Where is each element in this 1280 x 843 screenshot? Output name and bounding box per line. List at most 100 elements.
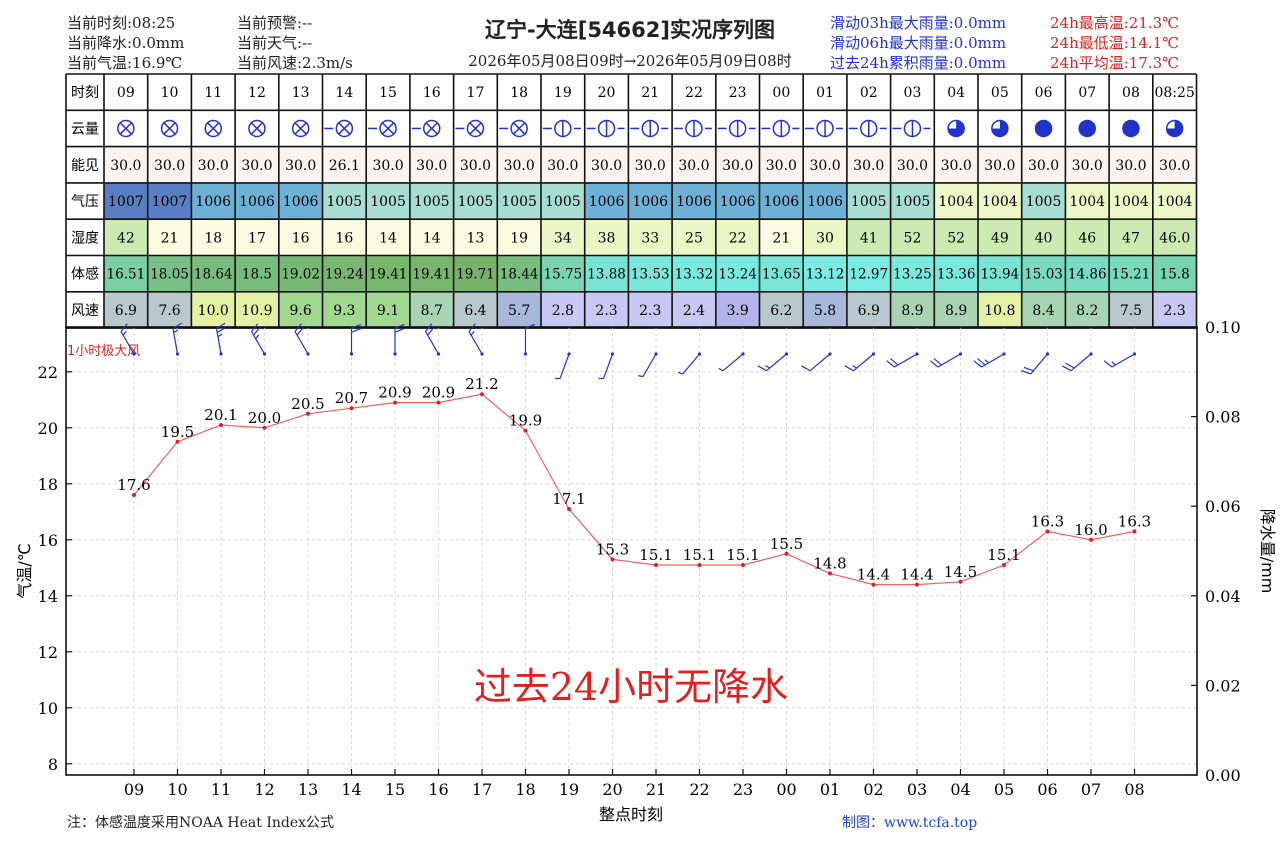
- humidity-value: 47: [1122, 230, 1140, 246]
- x-tick-label: 04: [950, 780, 970, 799]
- humidity-value: 40: [1035, 230, 1053, 246]
- visibility-cell: [497, 146, 541, 183]
- temperature-point: [219, 423, 223, 427]
- hour-cell: [978, 74, 1022, 111]
- humidity-cell: [147, 219, 192, 256]
- x-axis-label: 整点时刻: [599, 805, 663, 824]
- x-tick-label: 11: [211, 780, 231, 799]
- cloud-cross: [119, 122, 132, 135]
- temperature-point: [654, 563, 658, 567]
- cloud-cover-icon: [805, 119, 844, 138]
- cloud-cover-icon: [1122, 119, 1140, 138]
- visibility-value: 30.0: [635, 158, 666, 174]
- barb-feather: [216, 326, 227, 334]
- feels-like-cell: [978, 255, 1022, 292]
- cloud-circle: [423, 119, 441, 138]
- pressure-cell: [147, 182, 192, 220]
- wind-speed-cell: [1065, 291, 1110, 329]
- barb-feather: [718, 367, 724, 372]
- cloud-circle: [335, 119, 354, 138]
- hour-cell: [803, 74, 847, 111]
- feels-like-value: 13.32: [675, 267, 714, 283]
- barb-feather: [351, 328, 362, 333]
- wind-speed-cell: [235, 291, 279, 329]
- temperature-label: 17.6: [117, 476, 150, 494]
- pressure-value: 1005: [851, 194, 887, 210]
- temperature-label: 21.2: [465, 375, 498, 393]
- humidity-value: 14: [423, 230, 441, 246]
- temperature-point: [306, 411, 310, 416]
- barb-feather: [296, 326, 304, 336]
- barb-staff: [981, 353, 1005, 368]
- humidity-value: 49: [991, 230, 1009, 246]
- row-label-1: 云量: [71, 121, 99, 137]
- humidity-cell: [1021, 219, 1066, 256]
- pressure-value: 1006: [195, 194, 231, 210]
- barb-feather: [294, 323, 302, 332]
- pressure-cell: [366, 182, 410, 220]
- y2-tick-label: 0.02: [1205, 676, 1241, 695]
- barb-feather: [984, 359, 990, 364]
- feels-like-value: 13.25: [893, 267, 932, 283]
- x-tick-label: 16: [428, 780, 448, 799]
- visibility-value: 30.0: [547, 158, 578, 174]
- visibility-value: 30.0: [241, 158, 272, 174]
- pressure-cell: [191, 182, 236, 220]
- barb-feather: [757, 365, 767, 372]
- cloud-circle: [1078, 119, 1096, 138]
- feels-like-value: 15.21: [1112, 267, 1151, 283]
- wind-speed-value: 6.9: [858, 303, 880, 319]
- cloud-cover-icon: [892, 119, 931, 138]
- barb-feather: [852, 365, 858, 369]
- wind-speed-cell: [934, 291, 978, 329]
- row-label-cell: [66, 291, 104, 329]
- pressure-value: 1007: [152, 194, 188, 210]
- wind-barb: [424, 323, 441, 356]
- temperature-point: [480, 392, 484, 397]
- visibility-value: 30.0: [809, 158, 840, 174]
- cloud-cover-icon: [455, 119, 485, 138]
- feels-like-value: 12.97: [849, 267, 888, 283]
- hour-label: 03: [904, 85, 922, 101]
- chart-title: 辽宁-大连[54662]实况序列图: [485, 18, 775, 42]
- visibility-cell: [1021, 146, 1066, 183]
- feels-like-cell: [541, 255, 585, 292]
- barb-staff: [853, 353, 874, 372]
- feels-like-value: 19.24: [325, 267, 364, 283]
- feels-like-value: 15.03: [1024, 267, 1063, 283]
- temperature-label: 14.4: [900, 566, 933, 584]
- visibility-value: 30.0: [1159, 158, 1190, 174]
- footnote: 注：体感温度采用NOAA Heat Index公式: [67, 815, 335, 831]
- hour-cell: [366, 74, 410, 111]
- humidity-value: 38: [598, 230, 616, 246]
- visibility-cell: [235, 146, 279, 183]
- humidity-cell: [453, 219, 498, 256]
- hour-label: 07: [1078, 85, 1096, 101]
- wind-speed-cell: [672, 291, 716, 329]
- barb-feather: [525, 323, 536, 329]
- humidity-cell: [104, 219, 148, 256]
- visibility-cell: [890, 146, 935, 183]
- feels-like-value: 18.5: [242, 267, 272, 283]
- feels-like-cell: [278, 255, 323, 292]
- pressure-cell: [759, 182, 804, 220]
- x-tick-label: 03: [907, 780, 927, 799]
- credit-link[interactable]: 制图：www.tcfa.top: [842, 815, 978, 831]
- pressure-cell: [409, 182, 454, 220]
- temperature-point: [610, 557, 615, 562]
- humidity-value: 16: [292, 230, 310, 246]
- visibility-cell: [628, 146, 673, 183]
- wind-speed-value: 9.1: [377, 303, 399, 319]
- wind-speed-value: 7.5: [1120, 303, 1142, 319]
- wind-speed-cell: [191, 291, 236, 329]
- feels-like-value: 13.65: [762, 267, 801, 283]
- pressure-cell: [846, 182, 891, 220]
- pressure-value: 1007: [108, 194, 144, 210]
- wind-speed-value: 9.3: [333, 303, 355, 319]
- hour-label: 02: [860, 85, 878, 101]
- wind-speed-cell: [890, 291, 935, 329]
- humidity-cell: [672, 219, 716, 256]
- cloud-cover-icon: [324, 119, 354, 138]
- cloud-fill: [948, 120, 965, 137]
